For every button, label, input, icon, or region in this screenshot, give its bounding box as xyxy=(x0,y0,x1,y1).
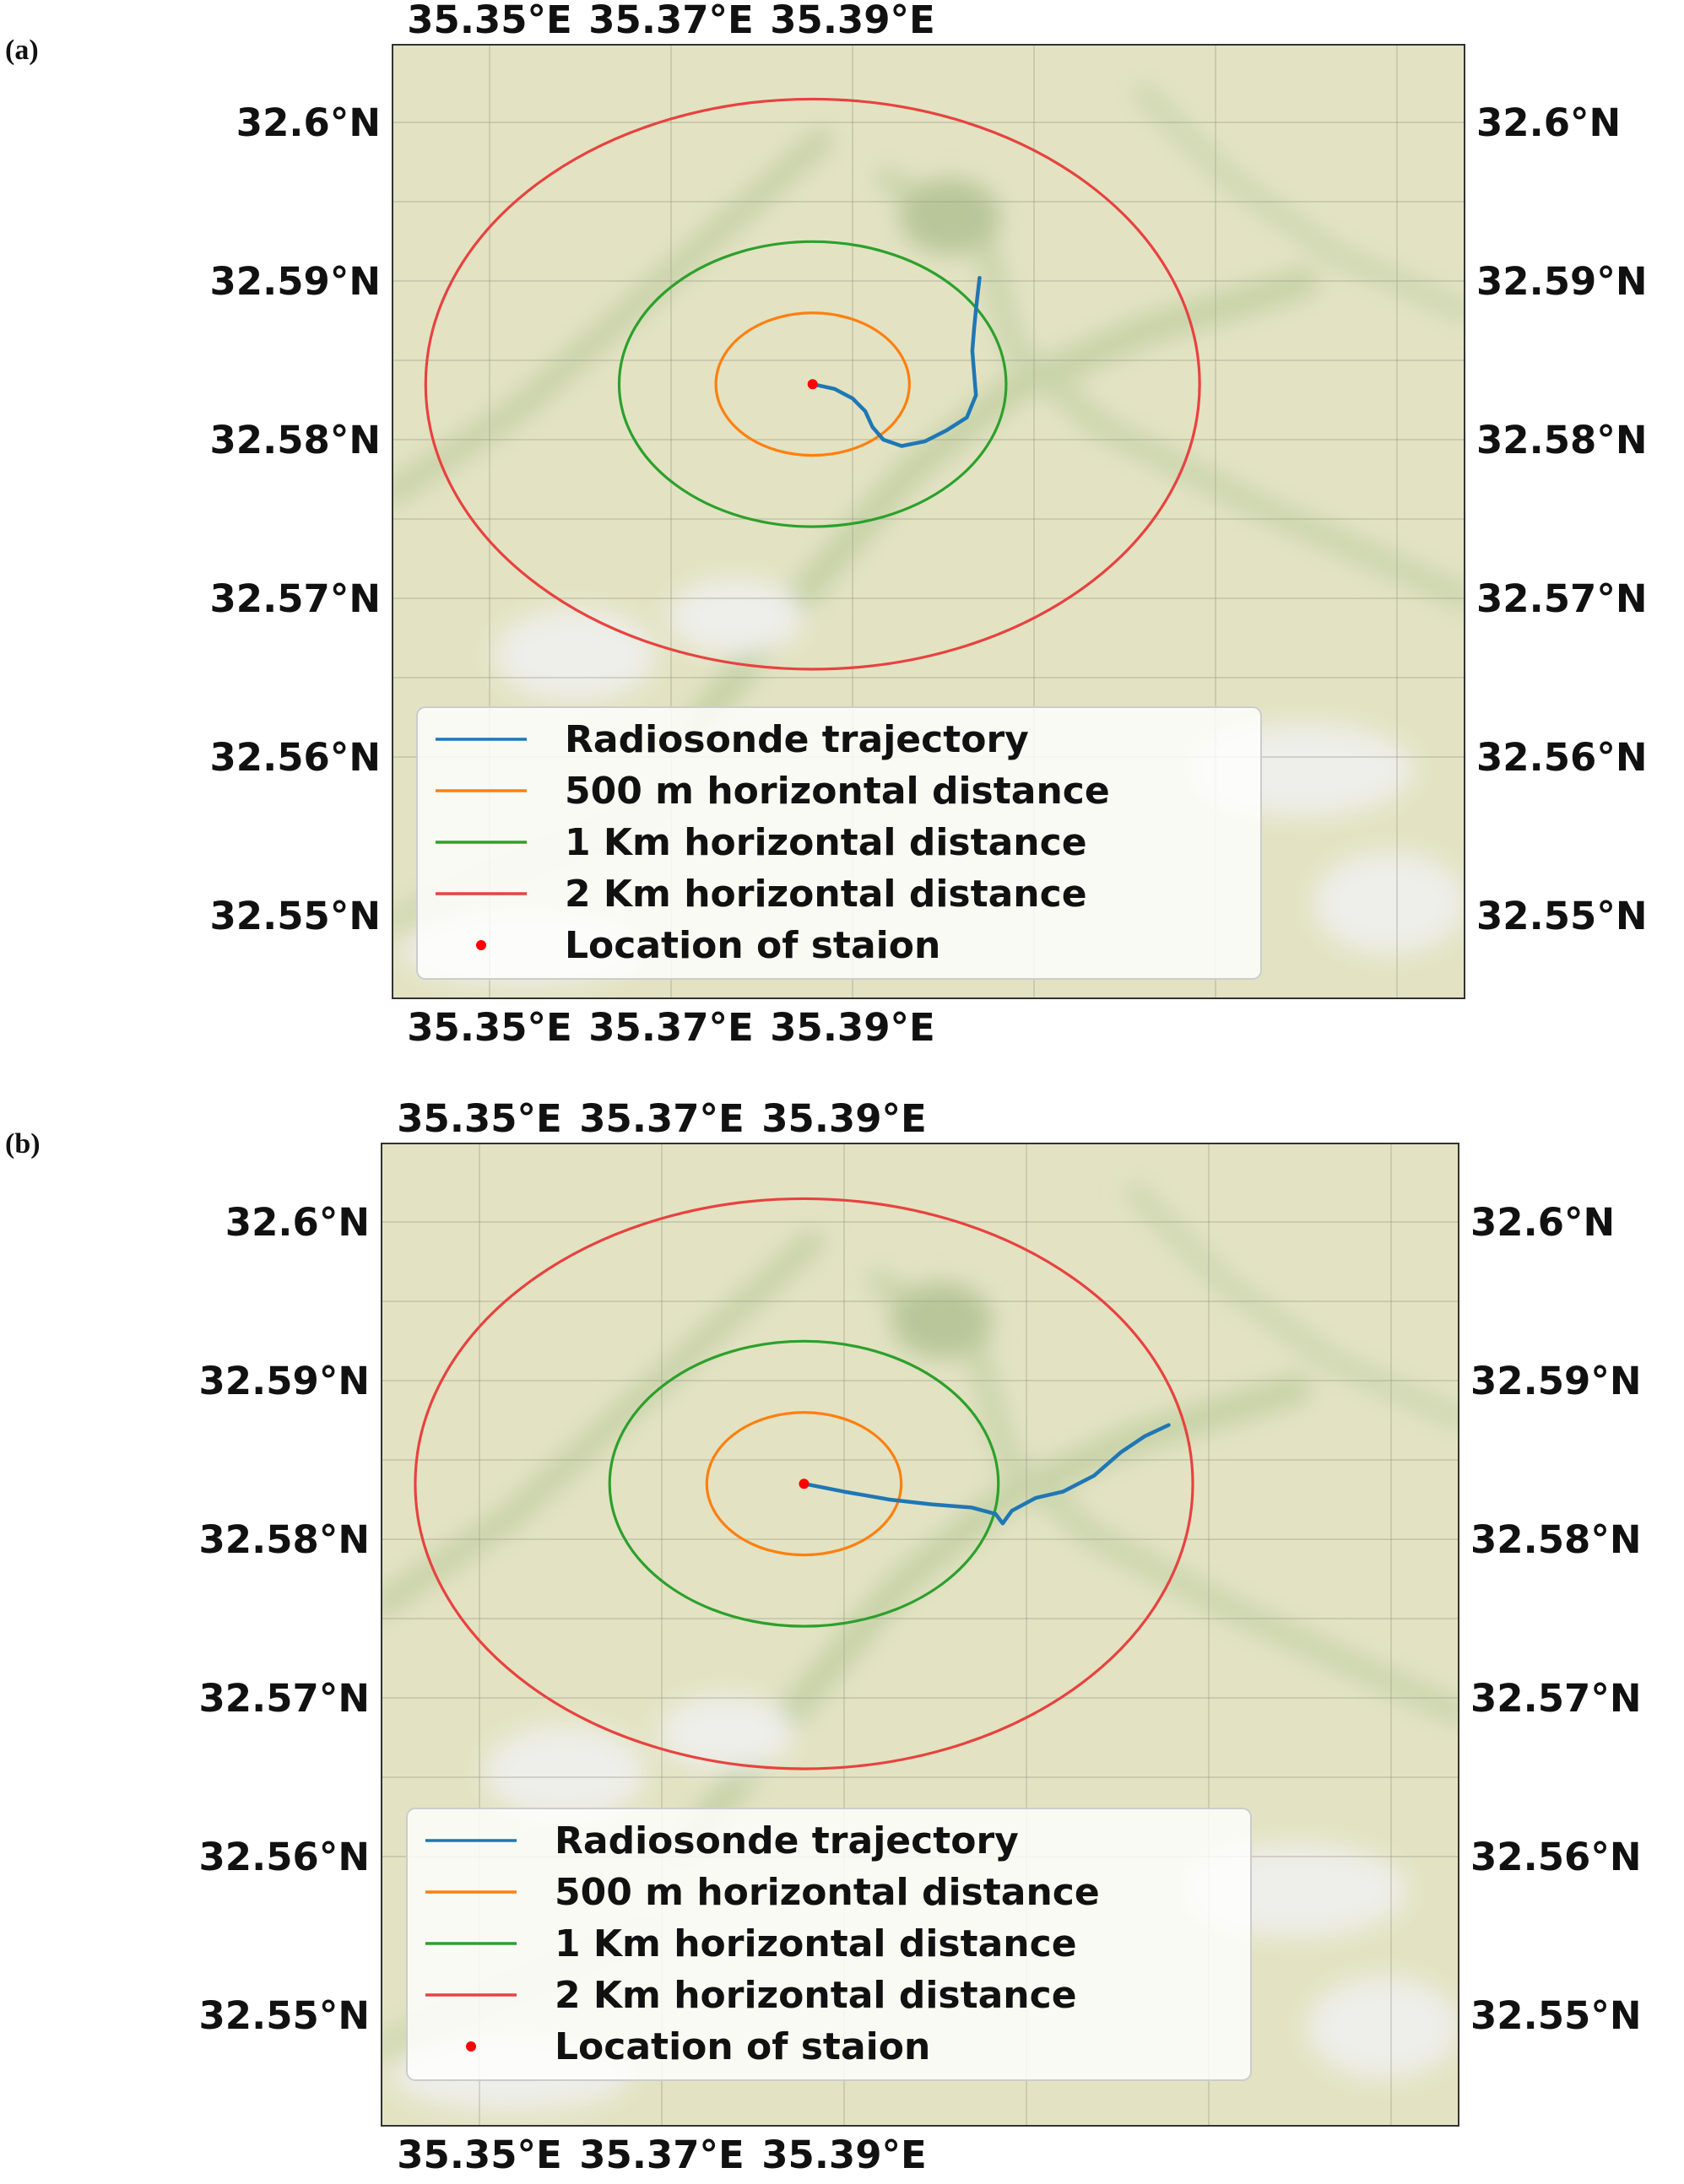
legend-label: 500 m horizontal distance xyxy=(565,770,1110,813)
lon-tick-top: 35.35°E xyxy=(407,0,572,42)
lon-tick-top: 35.37°E xyxy=(579,1096,745,1141)
lat-tick-right: 32.59°N xyxy=(1470,1359,1642,1403)
lat-tick-left: 32.57°N xyxy=(210,576,382,621)
panel-label: (a) xyxy=(5,35,39,66)
lon-tick-top: 35.35°E xyxy=(397,1096,562,1141)
lat-tick-right: 32.58°N xyxy=(1470,1517,1642,1562)
legend-item-1km: 1 Km horizontal distance xyxy=(436,821,1087,864)
lat-tick-left: 32.57°N xyxy=(199,1676,371,1721)
legend-swatch-dot xyxy=(476,940,486,950)
radius-2km-circle xyxy=(414,1197,1194,1770)
panel-label: (b) xyxy=(5,1128,41,1160)
legend-label: 500 m horizontal distance xyxy=(555,1871,1100,1914)
lat-tick-left: 32.55°N xyxy=(210,894,382,938)
map-frame xyxy=(381,1143,1459,2127)
legend-item-500m: 500 m horizontal distance xyxy=(436,770,1110,813)
legend-item-station: Location of staion xyxy=(466,2025,930,2068)
lon-tick-top: 35.37°E xyxy=(588,0,754,42)
station-marker xyxy=(799,1479,810,1489)
legend-label: Location of staion xyxy=(565,924,940,967)
map-figure-b: (b) 35.35°E 35.37°E 35.39°E 35.35°E 35.37°E 35… xyxy=(5,1096,1642,2177)
lat-tick-left: 32.59°N xyxy=(199,1359,371,1403)
legend-label: 1 Km horizontal distance xyxy=(555,1922,1077,1965)
lon-tick-bottom: 35.39°E xyxy=(761,2133,927,2177)
legend-box xyxy=(416,706,1262,980)
lat-tick-right: 32.58°N xyxy=(1476,418,1648,462)
legend-item-2km: 2 Km horizontal distance xyxy=(436,873,1087,916)
legend: Radiosonde trajectory 500 m horizontal di… xyxy=(416,706,1262,980)
legend-box xyxy=(406,1808,1252,2081)
legend-label: 1 Km horizontal distance xyxy=(565,821,1087,864)
lat-tick-right: 32.6°N xyxy=(1476,100,1621,145)
legend-label: Radiosonde trajectory xyxy=(565,718,1029,761)
lat-tick-left: 32.59°N xyxy=(210,259,382,304)
legend-label: 2 Km horizontal distance xyxy=(555,1974,1077,2017)
lon-tick-bottom: 35.35°E xyxy=(397,2133,562,2177)
lon-tick-bottom: 35.37°E xyxy=(579,2133,745,2177)
lat-tick-right: 32.57°N xyxy=(1476,576,1648,621)
legend-item-2km: 2 Km horizontal distance xyxy=(425,1974,1077,2017)
legend-item-500m: 500 m horizontal distance xyxy=(425,1871,1100,1914)
station-marker xyxy=(807,379,818,390)
lat-tick-left: 32.6°N xyxy=(236,100,381,145)
map-panel-b: (b) 35.35°E 35.37°E 35.39°E 35.35°E 35.37°E 35… xyxy=(0,1095,1684,2184)
radius-500m-circle xyxy=(705,1411,903,1557)
legend-item-trajectory: Radiosonde trajectory xyxy=(436,718,1029,761)
lat-tick-left: 32.6°N xyxy=(225,1200,370,1245)
lon-tick-bottom: 35.39°E xyxy=(770,1005,935,1050)
legend-item-1km: 1 Km horizontal distance xyxy=(425,1922,1077,1965)
lat-tick-left: 32.58°N xyxy=(210,418,382,462)
radius-2km-circle xyxy=(424,97,1201,671)
map-frame xyxy=(392,44,1465,999)
lon-tick-bottom: 35.37°E xyxy=(588,1005,754,1050)
lat-tick-left: 32.56°N xyxy=(199,1835,371,1879)
lat-tick-right: 32.57°N xyxy=(1470,1676,1642,1721)
lat-tick-right: 32.6°N xyxy=(1470,1200,1615,1245)
legend: Radiosonde trajectory 500 m horizontal di… xyxy=(406,1808,1252,2081)
lat-tick-right: 32.59°N xyxy=(1476,259,1648,304)
map-figure-a: (a) 35.35°E 35.37°E 35.39°E 35.35°E 35.37°E 35… xyxy=(5,0,1648,1050)
lon-tick-top: 35.39°E xyxy=(770,0,935,42)
lat-tick-left: 32.56°N xyxy=(210,735,382,780)
radiosonde-trajectory xyxy=(802,1423,1171,1526)
lat-tick-right: 32.56°N xyxy=(1476,735,1648,780)
lon-tick-bottom: 35.35°E xyxy=(407,1005,572,1050)
radius-1km-circle xyxy=(617,240,1008,528)
lat-tick-right: 32.56°N xyxy=(1470,1835,1642,1879)
radiosonde-trajectory xyxy=(810,275,982,448)
lat-tick-right: 32.55°N xyxy=(1476,894,1648,938)
lat-tick-right: 32.55°N xyxy=(1470,1993,1642,2038)
legend-item-trajectory: Radiosonde trajectory xyxy=(425,1819,1019,1862)
radius-500m-circle xyxy=(714,311,911,457)
legend-label: Location of staion xyxy=(555,2025,930,2068)
radius-1km-circle xyxy=(608,1339,1000,1628)
legend-swatch-dot xyxy=(466,2041,476,2052)
lat-tick-left: 32.55°N xyxy=(199,1993,371,2038)
legend-label: Radiosonde trajectory xyxy=(555,1819,1019,1862)
map-panel-a: (a) 35.35°E 35.37°E 35.39°E 35.35°E 35.37°E 35… xyxy=(0,0,1684,1089)
lon-tick-top: 35.39°E xyxy=(761,1096,927,1141)
legend-item-station: Location of staion xyxy=(476,924,940,967)
legend-label: 2 Km horizontal distance xyxy=(565,873,1087,916)
lat-tick-left: 32.58°N xyxy=(199,1517,371,1562)
